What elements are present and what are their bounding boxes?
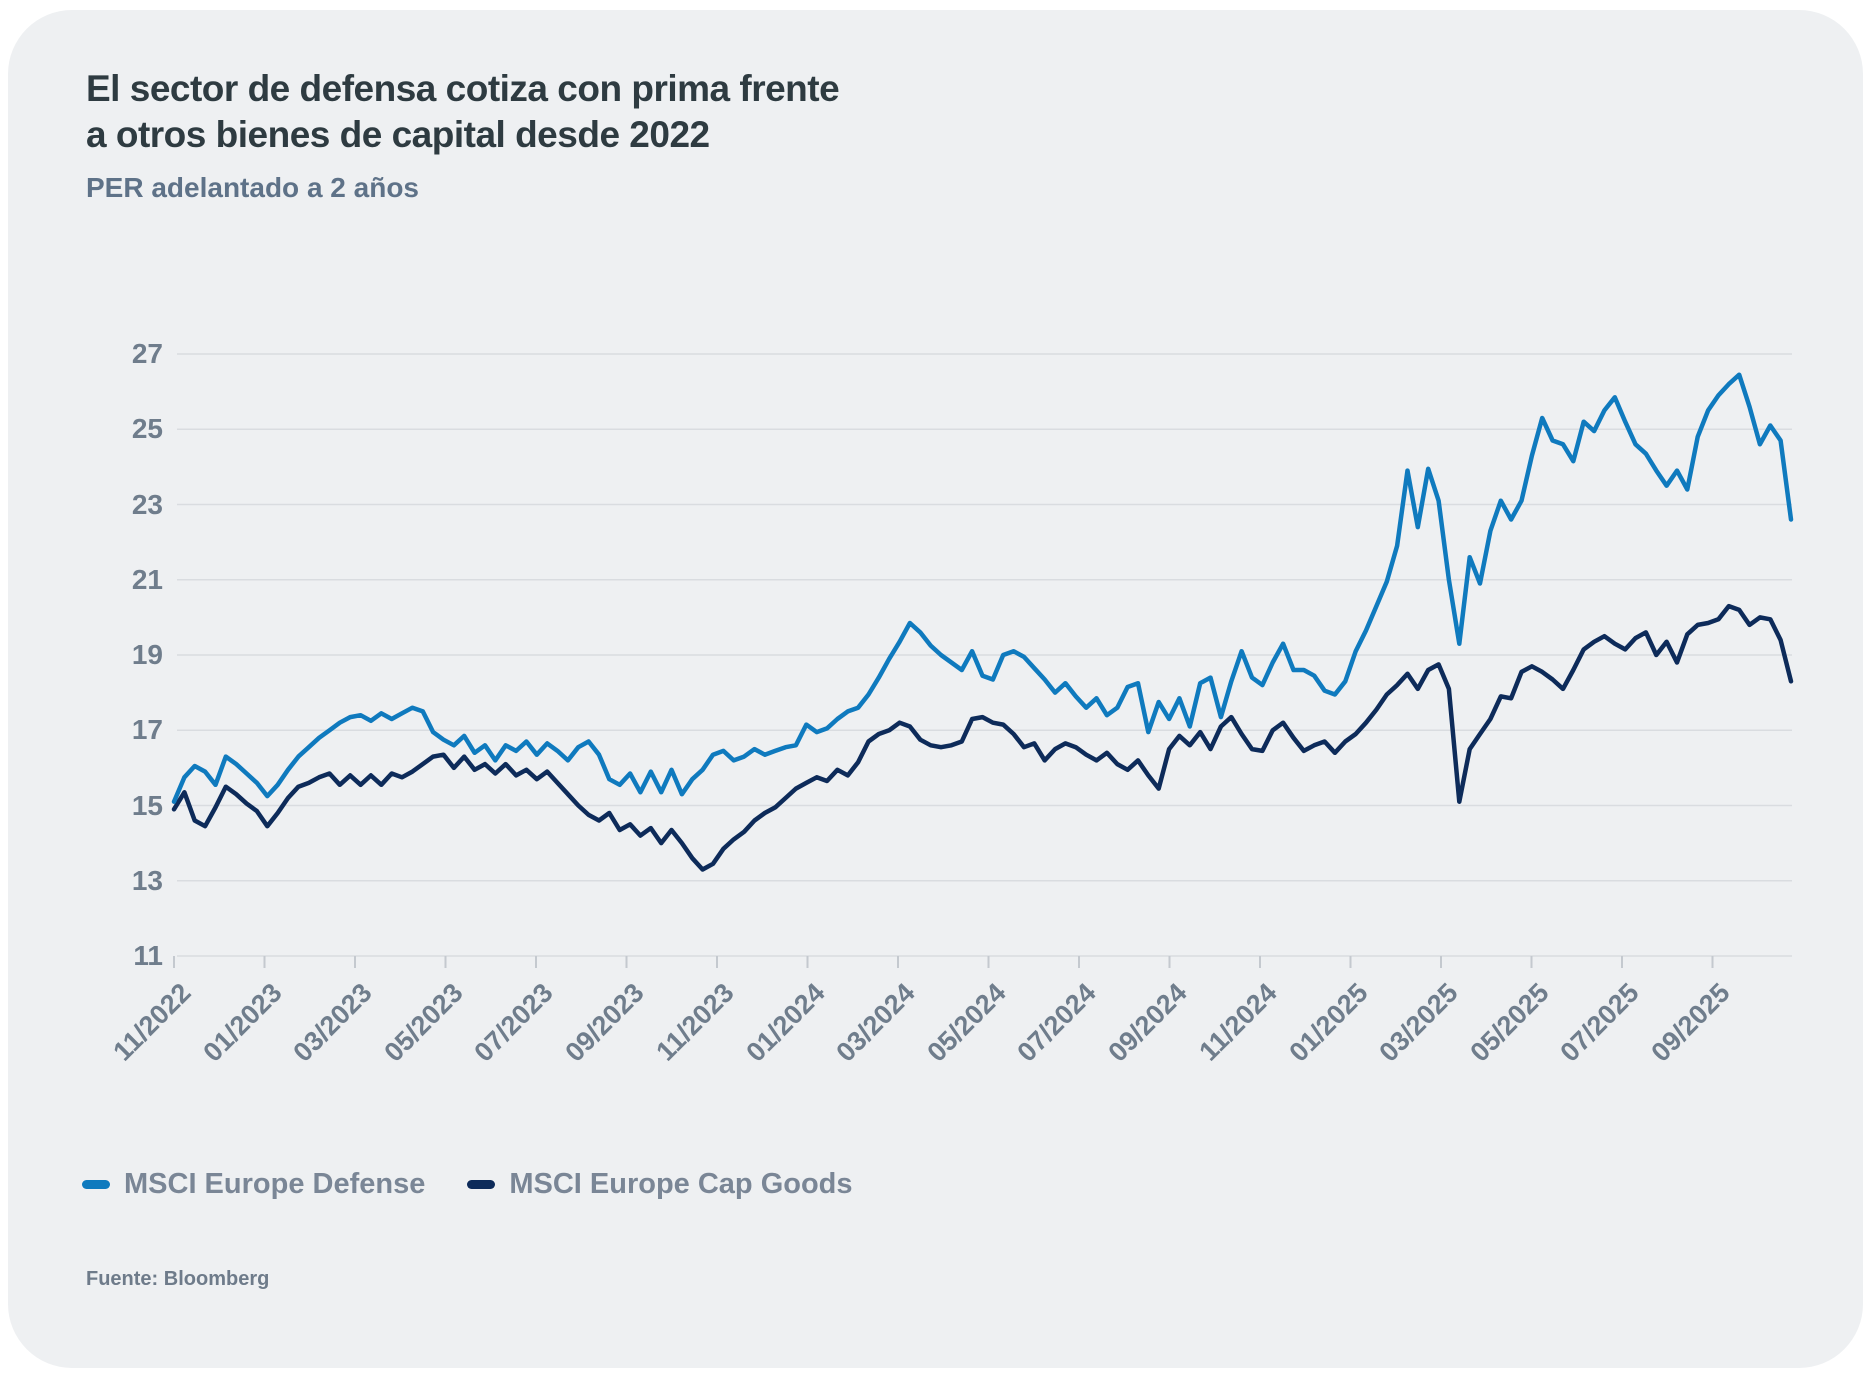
chart-subtitle: PER adelantado a 2 años [86, 172, 419, 203]
source-note: Fuente: Bloomberg [86, 1268, 270, 1290]
y-axis-label: 25 [131, 413, 163, 445]
y-axis-label: 11 [133, 940, 163, 971]
capgoods-line-swatch-icon [467, 1180, 496, 1189]
y-axis-label: 23 [131, 488, 163, 520]
legend-item-defense: MSCI Europe Defense [82, 1168, 425, 1201]
legend-label-capgoods: MSCI Europe Cap Goods [509, 1168, 853, 1200]
series-line-defense [171, 372, 1794, 804]
y-axis-label: 21 [131, 563, 163, 595]
chart-card [8, 10, 1863, 1368]
y-axis-label: 27 [131, 338, 163, 369]
y-axis-label: 15 [131, 789, 163, 821]
chart-title-line-1: El sector de defensa cotiza con prima fr… [86, 68, 840, 109]
defense-line-swatch-icon [82, 1180, 110, 1189]
y-axis-label: 13 [131, 864, 163, 896]
legend-item-capgoods: MSCI Europe Cap Goods [467, 1168, 853, 1201]
y-axis-label: 19 [131, 639, 163, 670]
chart-title-line-2: a otros bienes de capital desde 2022 [86, 113, 710, 155]
series-line-capgoods [171, 603, 1794, 872]
legend: MSCI Europe Defense MSCI Europe Cap Good… [82, 1168, 853, 1201]
legend-label-defense: MSCI Europe Defense [124, 1168, 426, 1200]
y-axis-label: 17 [131, 714, 163, 746]
chart-title: El sector de defensa cotiza con prima fr… [86, 66, 840, 158]
